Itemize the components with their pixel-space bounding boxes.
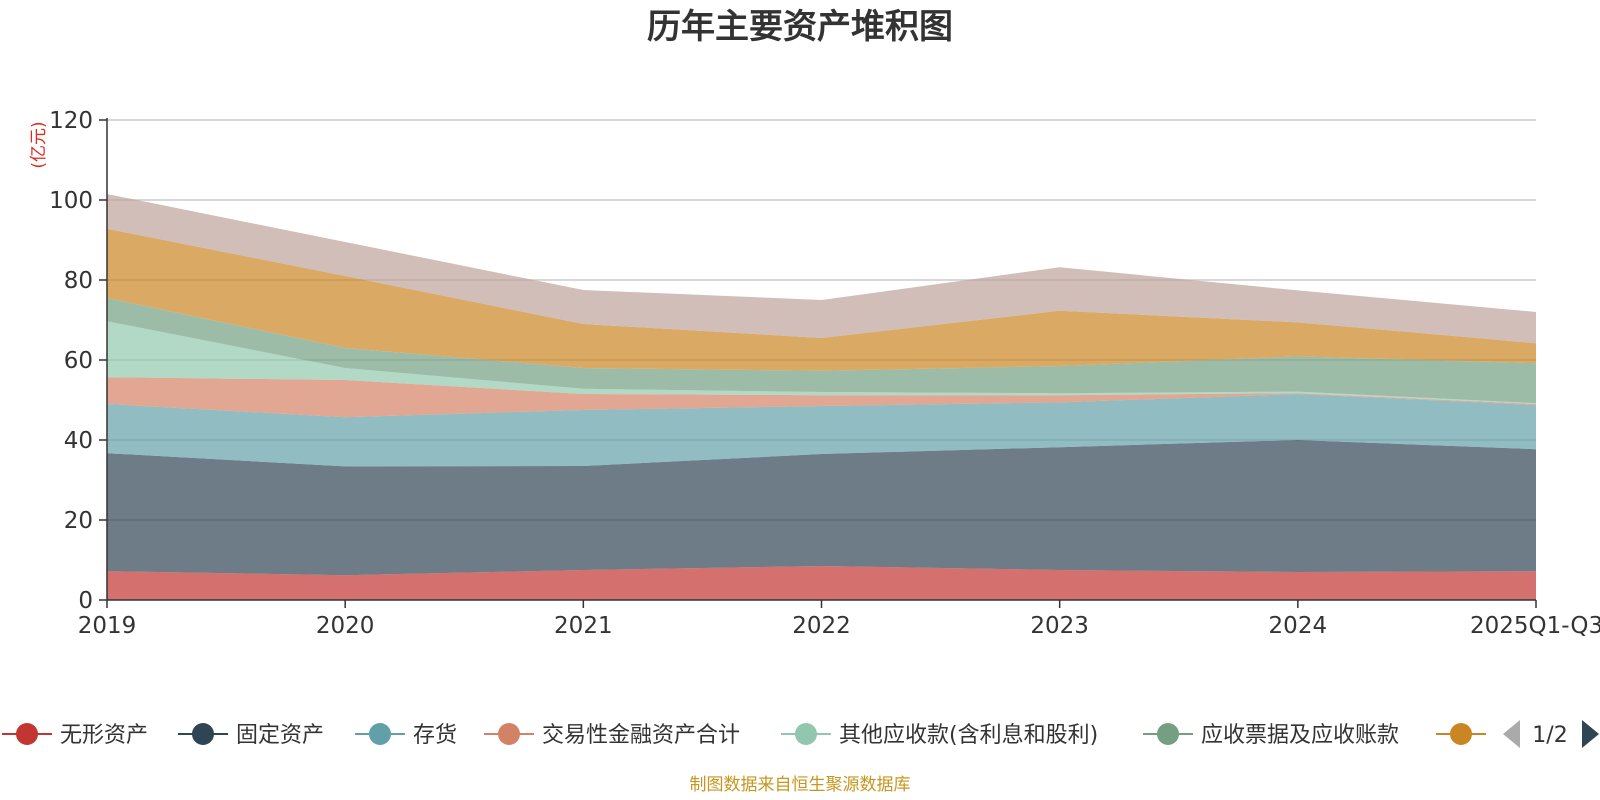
legend-marker-4[interactable] — [498, 723, 520, 745]
legend-label-5[interactable]: 其他应收款(含利息和股利) — [839, 723, 1098, 748]
legend-marker-6[interactable] — [1157, 723, 1179, 745]
y-tick-label: 0 — [78, 588, 93, 614]
legend-marker-1[interactable] — [16, 723, 38, 745]
x-tick-label: 2020 — [316, 613, 375, 639]
y-tick-label: 100 — [49, 188, 93, 214]
legend-prev-page-icon[interactable] — [1503, 720, 1520, 748]
legend-label-2[interactable]: 固定资产 — [236, 723, 324, 748]
chart-title: 历年主要资产堆积图 — [647, 7, 953, 47]
legend-marker-5[interactable] — [795, 723, 817, 745]
legend[interactable]: 无形资产 固定资产 存货 交易性金融资产合计 其他应收款(含利息和股利) 应收票据及应收账… — [2, 720, 1599, 748]
area-series-8 — [107, 194, 1536, 344]
x-tick-label: 2024 — [1269, 613, 1328, 639]
legend-label-4[interactable]: 交易性金融资产合计 — [542, 723, 740, 748]
legend-marker-3[interactable] — [369, 723, 391, 745]
area-series-5 — [107, 321, 1536, 404]
area-series-6 — [107, 298, 1536, 404]
area-series-group — [107, 194, 1536, 600]
area-series-7 — [107, 228, 1536, 371]
y-tick-label: 80 — [64, 268, 93, 294]
legend-label-3[interactable]: 存货 — [413, 723, 457, 748]
legend-next-page-icon[interactable] — [1582, 720, 1599, 748]
x-tick-label: 2023 — [1030, 613, 1089, 639]
y-axis-unit-label: (亿元) — [29, 121, 49, 168]
area-series-4 — [107, 377, 1536, 418]
area-series-3 — [107, 394, 1536, 467]
y-tick-label: 120 — [49, 108, 93, 134]
legend-marker-2[interactable] — [192, 723, 214, 745]
y-tick-label: 20 — [64, 508, 93, 534]
x-tick-label: 2021 — [554, 613, 613, 639]
y-tick-label: 40 — [64, 428, 93, 454]
area-series-1 — [107, 566, 1536, 600]
source-note: 制图数据来自恒生聚源数据库 — [690, 775, 911, 795]
legend-label-1[interactable]: 无形资产 — [60, 723, 148, 748]
legend-page-indicator: 1/2 — [1532, 723, 1567, 748]
y-tick-label: 60 — [64, 348, 93, 374]
x-tick-label: 2022 — [792, 613, 851, 639]
legend-marker-7[interactable] — [1450, 723, 1472, 745]
x-tick-label: 2019 — [78, 613, 137, 639]
axes: 0 20 40 60 80 100 120 2019 2020 2021 2022 2023 2024 2… — [49, 108, 1600, 639]
area-series-2 — [107, 440, 1536, 576]
x-tick-label: 2025Q1-Q3 — [1470, 613, 1600, 639]
legend-label-6[interactable]: 应收票据及应收账款 — [1201, 723, 1399, 748]
